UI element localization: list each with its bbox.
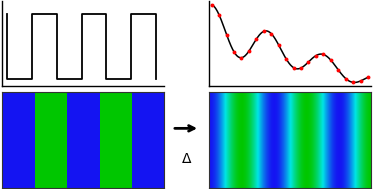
Text: Δ: Δ bbox=[182, 152, 191, 166]
